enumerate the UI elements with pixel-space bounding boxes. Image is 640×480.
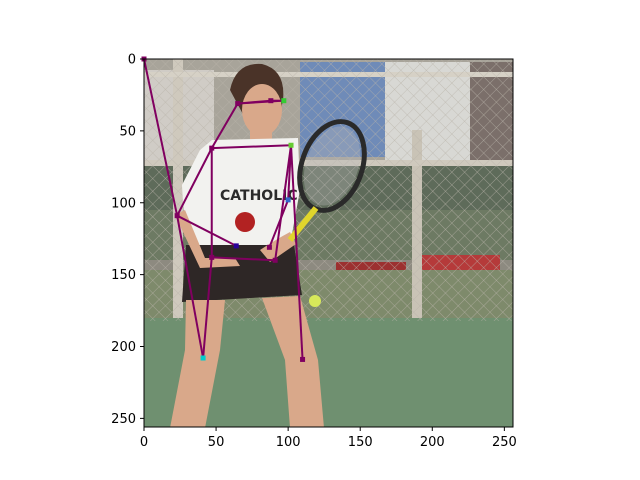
joint-wrist_right: [266, 244, 272, 250]
skeleton-edge-shoulder_left-shoulder_right: [211, 144, 292, 150]
shirt-print: CATHOLIC: [220, 188, 298, 204]
x-axis: 0 50 100 150 200 250: [140, 427, 517, 450]
skeleton-edge-hip_left-hip_right: [211, 256, 276, 262]
pose-skeleton: [143, 58, 304, 360]
joint-shoulder_right: [288, 142, 294, 148]
axes-frame: [143, 58, 514, 428]
skeleton-edge-shoulder_right-hip_right: [274, 145, 293, 261]
x-tick-label: 50: [208, 435, 225, 450]
x-tick-label: 250: [492, 435, 517, 450]
joint-knee_left: [200, 355, 206, 361]
x-tick-label: 150: [348, 435, 373, 450]
y-axis: 0 50 100 150 200 250: [111, 53, 144, 427]
skeleton-edge-head_top-elbow_left: [143, 58, 179, 216]
y-tick-label: 0: [128, 53, 136, 68]
y-tick-label: 50: [119, 124, 136, 139]
skeleton-edge-eye_left-shoulder_left: [210, 103, 239, 149]
joint-elbow_right: [285, 197, 291, 203]
joint-hip_left: [209, 254, 215, 260]
skeleton-edge-shoulder_left-elbow_left: [176, 147, 213, 217]
joint-elbow_left: [174, 213, 180, 219]
joint-hip_right: [272, 257, 278, 263]
skeleton-edge-elbow_left-knee_left: [176, 215, 205, 359]
joint-knee_right: [300, 356, 306, 362]
joint-upper_neck: [268, 98, 274, 104]
joint-eye_left: [235, 101, 241, 107]
joint-shoulder_left: [209, 145, 215, 151]
y-tick-label: 100: [111, 196, 136, 211]
x-tick-label: 200: [420, 435, 445, 450]
skeleton-edge-elbow_right-wrist_right: [268, 199, 290, 248]
tennis-player-photo: CATHOLIC: [144, 59, 513, 427]
skeleton-edge-elbow_left-wrist_left: [176, 214, 237, 247]
y-tick-label: 150: [111, 268, 136, 283]
joint-eye_right: [281, 98, 287, 104]
y-tick-label: 200: [111, 340, 136, 355]
y-tick-label: 250: [111, 412, 136, 427]
joint-wrist_left: [233, 243, 239, 249]
skeleton-edge-hip_left-knee_left: [202, 257, 213, 359]
x-tick-label: 100: [276, 435, 301, 450]
x-tick-label: 0: [140, 435, 148, 450]
skeleton-edge-shoulder_right-knee_right: [290, 145, 304, 360]
